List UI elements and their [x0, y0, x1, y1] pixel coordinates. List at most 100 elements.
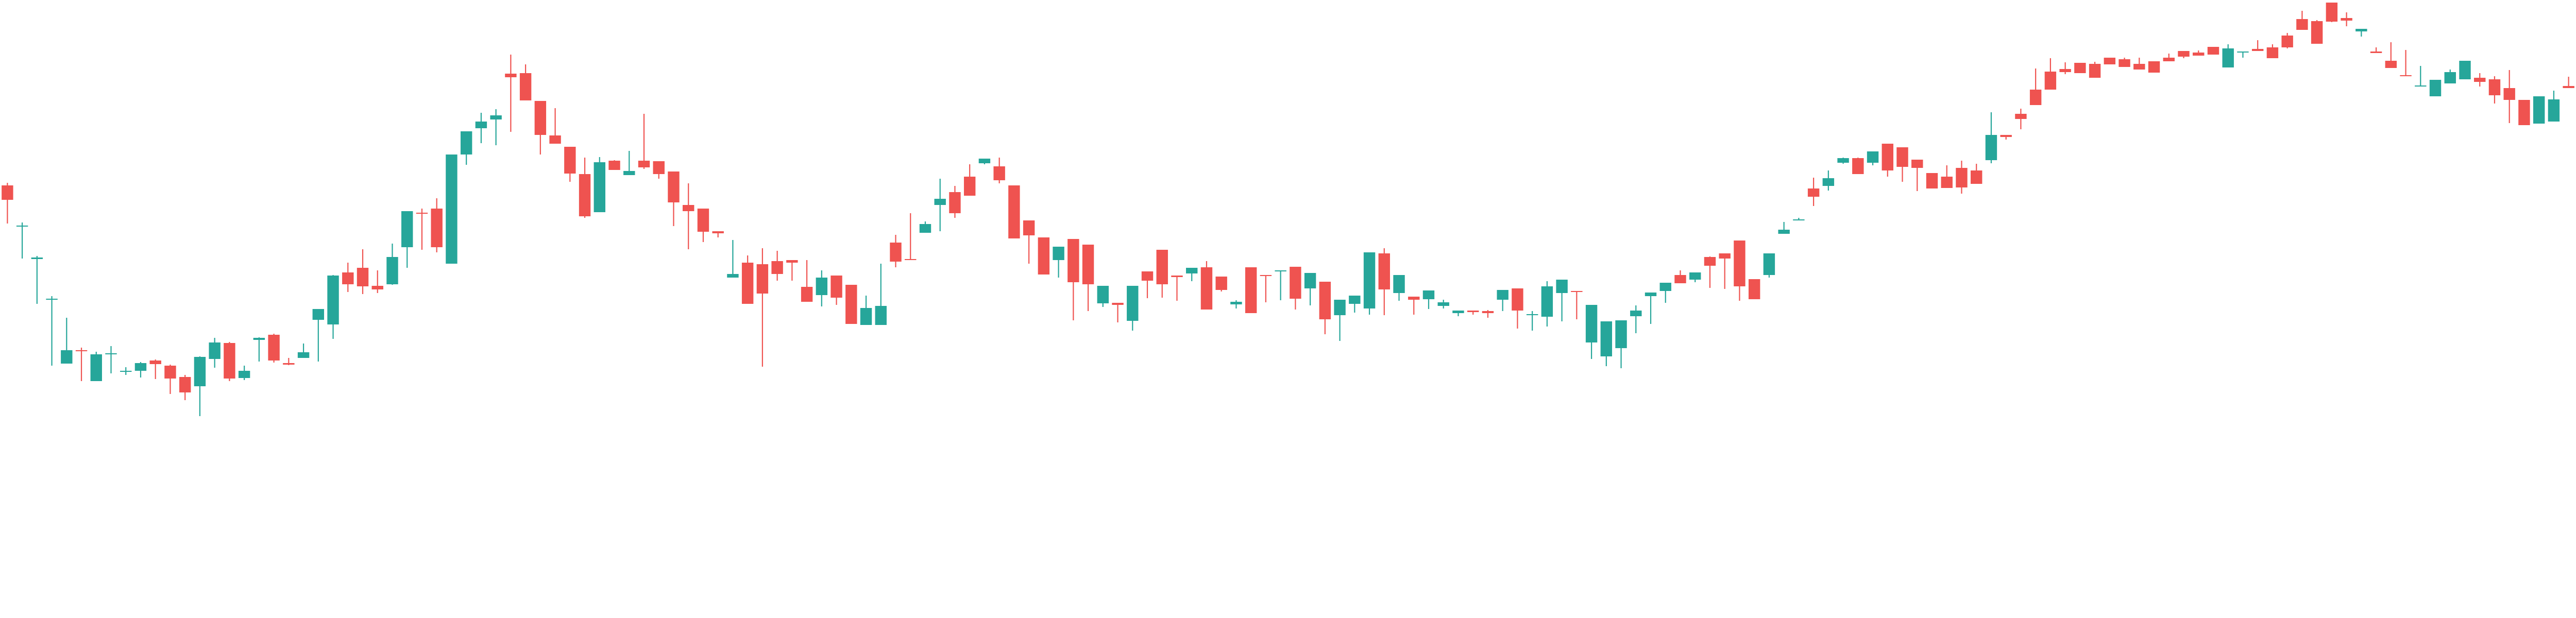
- candle-body-up: [860, 308, 872, 325]
- candle-body-up: [1556, 280, 1568, 293]
- candle-body-down: [2281, 36, 2293, 47]
- candle-body-down: [1719, 253, 1731, 259]
- candle-body-down: [963, 177, 976, 196]
- candle-body-up: [1689, 272, 1701, 280]
- candle-body-up: [1985, 135, 1997, 160]
- candle-body-down: [1926, 173, 1938, 188]
- candle-body-up: [1778, 230, 1790, 234]
- candle-body-down: [741, 263, 754, 304]
- candle-body-down: [756, 264, 769, 294]
- candle-body-up: [1630, 311, 1642, 316]
- candle-body-down: [1956, 168, 1968, 187]
- candle-body-down: [1748, 279, 1760, 299]
- candle-body-up: [1585, 305, 1598, 342]
- candle-body-up: [120, 371, 132, 372]
- candle-body-up: [1422, 290, 1435, 299]
- candle-body-up: [1645, 293, 1657, 296]
- candle-body-up: [1763, 253, 1775, 275]
- candle-body-down: [2207, 47, 2219, 55]
- candle-body-down: [2341, 18, 2352, 21]
- candle-body-down: [164, 366, 176, 379]
- candle-body-up: [1541, 286, 1553, 317]
- candle-body-down: [283, 363, 295, 365]
- candle-body-up: [2222, 48, 2234, 67]
- candle-body-down: [2266, 47, 2279, 58]
- candle-body-up: [1867, 151, 1879, 163]
- candle-body-up: [327, 276, 339, 324]
- candle-body-up: [401, 211, 413, 247]
- candle-body-up: [2355, 29, 2367, 31]
- candle-body-down: [2074, 63, 2086, 73]
- candle-body-down: [534, 101, 547, 135]
- candle-body-up: [475, 122, 487, 128]
- candle-body-down: [2385, 61, 2397, 68]
- candle-body-down: [2133, 64, 2145, 70]
- candle-body-down: [579, 174, 591, 216]
- candle-body-up: [1349, 296, 1361, 304]
- candle-body-up: [875, 306, 887, 325]
- candle-body-down: [1082, 245, 1094, 284]
- candle-body-up: [2533, 96, 2545, 124]
- candle-body-up: [1186, 268, 1198, 273]
- candle-body-down: [1038, 237, 1050, 274]
- candle-body-up: [386, 257, 398, 284]
- candle-body-down: [2518, 100, 2530, 125]
- candle-body-up: [134, 363, 147, 371]
- candle-body-down: [1171, 276, 1183, 277]
- candle-body-up: [2444, 72, 2456, 83]
- candle-body-down: [1023, 220, 1035, 235]
- candle-body-down: [342, 272, 354, 284]
- candle-body-up: [253, 338, 265, 340]
- candle-body-down: [1971, 170, 1982, 184]
- candle-body-down: [2326, 3, 2338, 22]
- candle-body-up: [1526, 314, 1538, 315]
- candle-body-up: [90, 354, 102, 381]
- candle-body-down: [564, 147, 576, 174]
- candle-body-down: [1067, 239, 1079, 282]
- candle-body-down: [2000, 135, 2012, 137]
- candle-body-down: [1807, 188, 1820, 197]
- candle-body-down: [1512, 288, 1523, 311]
- candle-body-up: [623, 171, 635, 175]
- candle-body-down: [2163, 58, 2175, 61]
- candle-body-down: [268, 335, 280, 360]
- candle-body-down: [179, 377, 191, 392]
- candle-body-down: [2400, 75, 2412, 76]
- candle-body-up: [1304, 273, 1316, 288]
- candle-body-down: [1941, 177, 1953, 188]
- candle-body-up: [238, 371, 250, 378]
- candle-body-down: [549, 135, 561, 144]
- candle-body-up: [2415, 85, 2427, 87]
- candle-body-down: [1156, 250, 1168, 284]
- candle-body-down: [1215, 277, 1227, 290]
- candle-body-up: [1837, 158, 1849, 163]
- candle-body-up: [1127, 286, 1139, 321]
- candle-body-up: [2429, 80, 2442, 96]
- candle-body-up: [727, 274, 739, 278]
- candle-body-up: [1053, 247, 1064, 260]
- candle-body-up: [490, 115, 502, 119]
- candle-body-down: [2015, 114, 2027, 119]
- candle-body-up: [16, 226, 28, 227]
- candle-body-up: [934, 199, 946, 205]
- candle-body-down: [1200, 267, 1213, 310]
- candle-body-down: [653, 161, 665, 174]
- candle-body-down: [786, 260, 798, 263]
- candle-body-down: [431, 209, 443, 247]
- candle-body-down: [1882, 144, 1893, 170]
- candle-body-down: [668, 171, 680, 202]
- candle-body-down: [1008, 185, 1020, 238]
- candle-body-down: [638, 161, 650, 167]
- candle-body-down: [2089, 64, 2101, 78]
- candle-body-up: [31, 258, 43, 259]
- candle-body-up: [105, 353, 117, 354]
- candle-body-down: [890, 243, 902, 262]
- candle-body-down: [2059, 69, 2071, 72]
- candle-body-down: [2311, 21, 2323, 44]
- candle-body-down: [2029, 90, 2042, 105]
- candle-body-down: [357, 268, 369, 286]
- candle-body-down: [1482, 311, 1494, 313]
- candle-body-down: [1704, 257, 1716, 266]
- candle-body-down: [149, 360, 161, 364]
